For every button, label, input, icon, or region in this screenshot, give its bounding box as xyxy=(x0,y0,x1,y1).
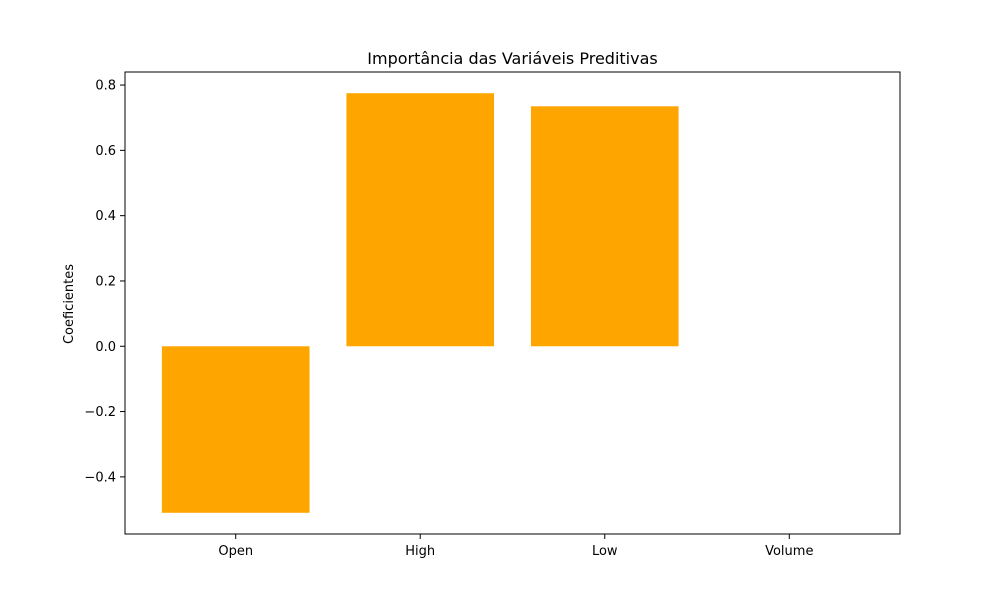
plot-frame xyxy=(124,71,901,535)
y-tick-label: −0.2 xyxy=(84,405,116,420)
y-tick-label: 0.8 xyxy=(95,79,116,94)
y-tick-label: 0.0 xyxy=(95,340,116,355)
y-tick-label: 0.2 xyxy=(95,274,116,289)
x-tick-label-volume: Volume xyxy=(765,544,813,559)
y-tick-label: 0.6 xyxy=(95,144,116,159)
y-ticks-layer: −0.4 −0.2 0.0 0.2 0.4 0.6 0.8 xyxy=(84,79,125,485)
chart-title: Importância das Variáveis Preditivas xyxy=(367,49,657,68)
x-ticks-layer: Open High Low Volume xyxy=(218,534,813,559)
x-tick-label-low: Low xyxy=(592,544,618,559)
bars-layer xyxy=(161,93,679,513)
bar-low xyxy=(530,106,679,347)
x-tick-label-open: Open xyxy=(218,544,253,559)
bar-open xyxy=(161,346,310,513)
bar-high xyxy=(346,93,495,347)
y-axis-label: Coeficientes xyxy=(62,264,77,344)
y-tick-label: −0.4 xyxy=(84,470,116,485)
y-tick-label: 0.4 xyxy=(95,209,116,224)
x-tick-label-high: High xyxy=(405,544,435,559)
